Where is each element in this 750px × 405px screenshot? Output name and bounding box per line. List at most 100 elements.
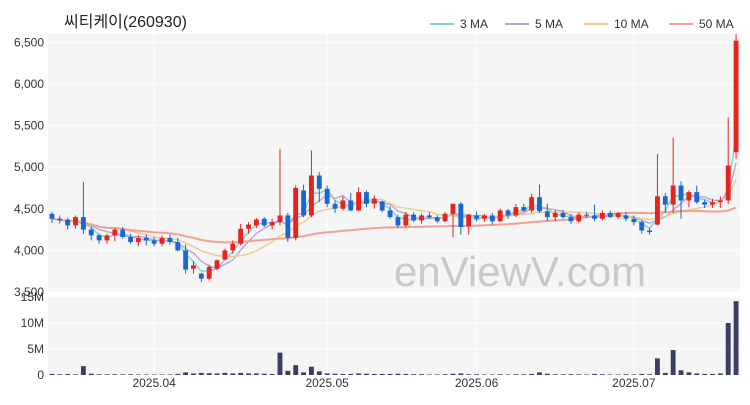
volume-bar — [725, 323, 731, 375]
candle-body — [426, 215, 432, 218]
candle-body — [65, 219, 71, 226]
volume-bar — [348, 373, 354, 375]
candle-body — [710, 202, 715, 205]
chart-title: 씨티케이(260930) — [64, 13, 187, 31]
volume-bar — [403, 373, 409, 375]
candle-body — [599, 212, 605, 219]
candle-body — [529, 197, 535, 211]
candle-body — [104, 235, 110, 241]
candle-body — [49, 213, 55, 219]
candle-body — [308, 175, 314, 216]
candle-body — [348, 200, 354, 211]
volume-bar — [379, 373, 385, 375]
volume-bar — [733, 301, 739, 375]
candle-body — [206, 267, 212, 279]
candle-body — [678, 185, 684, 201]
volume-bar — [592, 373, 597, 375]
candle-body — [411, 214, 417, 221]
x-tick-label: 2025.04 — [132, 376, 176, 390]
candle-body — [379, 201, 385, 211]
volume-bar — [434, 374, 440, 375]
price-tick-label: 6,500 — [14, 35, 44, 49]
candle-body — [725, 165, 731, 201]
volume-bar — [654, 358, 660, 375]
price-plot-background — [48, 34, 740, 292]
volume-bar — [576, 374, 582, 375]
candle-body — [128, 237, 134, 243]
volume-bar — [159, 374, 165, 375]
volume-bar — [293, 365, 299, 375]
legend-label: 50 MA — [699, 17, 734, 31]
candle-body — [246, 224, 251, 229]
ma10-line — [51, 179, 737, 258]
candle-body — [340, 200, 346, 209]
legend-label: 5 MA — [535, 17, 563, 31]
candle-body — [198, 273, 204, 279]
volume-bar — [710, 373, 715, 375]
candle-body — [57, 218, 63, 221]
volume-bar — [198, 372, 204, 375]
candle-body — [466, 214, 472, 227]
candle-body — [505, 210, 511, 216]
moving-average-layer — [51, 135, 737, 272]
candle-body — [717, 200, 723, 203]
volume-bar — [96, 374, 102, 375]
volume-bar — [686, 372, 692, 375]
candle-body — [222, 250, 228, 260]
volume-bar — [206, 373, 212, 375]
volume-bar — [371, 373, 377, 375]
price-tick-label: 5,500 — [14, 119, 44, 133]
candle-body — [568, 217, 574, 222]
volume-bar — [442, 374, 448, 375]
volume-bar — [364, 373, 369, 375]
volume-bar — [615, 374, 621, 375]
candle-body — [694, 192, 700, 203]
candle-body — [214, 260, 220, 269]
price-tick-label: 4,000 — [14, 243, 44, 257]
volume-tick-label: 5M — [27, 342, 44, 356]
candle-body — [560, 212, 566, 218]
volume-bar — [552, 374, 558, 375]
candle-body — [623, 215, 629, 219]
candle-body — [167, 237, 173, 243]
volume-bar — [623, 374, 629, 375]
volume-bar — [285, 370, 291, 375]
volume-bar — [230, 373, 236, 375]
volume-bar — [88, 373, 94, 375]
candle-body — [395, 217, 401, 226]
price-tick-label: 4,500 — [14, 202, 44, 216]
volume-bar — [135, 374, 141, 375]
volume-bar — [544, 373, 550, 375]
volume-bar — [639, 373, 645, 375]
volume-bar — [175, 373, 181, 375]
volume-bar — [104, 374, 110, 375]
volume-bar — [411, 374, 417, 375]
volume-tick-label: 0 — [37, 368, 44, 382]
volume-bar — [670, 350, 676, 375]
candle-body — [80, 217, 86, 230]
candle-body — [112, 229, 118, 236]
volume-bar — [607, 374, 613, 375]
volume-bar — [308, 366, 314, 375]
candle-body — [73, 217, 78, 226]
volume-bar — [466, 374, 472, 375]
candle-body — [277, 215, 283, 223]
volume-bar — [426, 374, 432, 375]
volume-bar — [277, 352, 283, 375]
candle-body — [253, 219, 259, 226]
candle-body — [537, 197, 542, 212]
price-tick-label: 6,000 — [14, 77, 44, 91]
candle-body — [662, 196, 668, 205]
volume-bar — [143, 374, 149, 375]
volume-bar — [269, 373, 275, 375]
price-tick-label: 5,000 — [14, 160, 44, 174]
volume-bar — [73, 374, 78, 375]
volume-bar — [529, 373, 535, 375]
price-tick-label: 3,500 — [14, 285, 44, 299]
volume-bar — [112, 374, 118, 375]
legend-label: 3 MA — [460, 17, 488, 31]
candle-body — [96, 235, 102, 241]
volume-bar — [474, 374, 480, 375]
volume-plot-background — [48, 297, 740, 375]
volume-bar — [340, 373, 346, 375]
